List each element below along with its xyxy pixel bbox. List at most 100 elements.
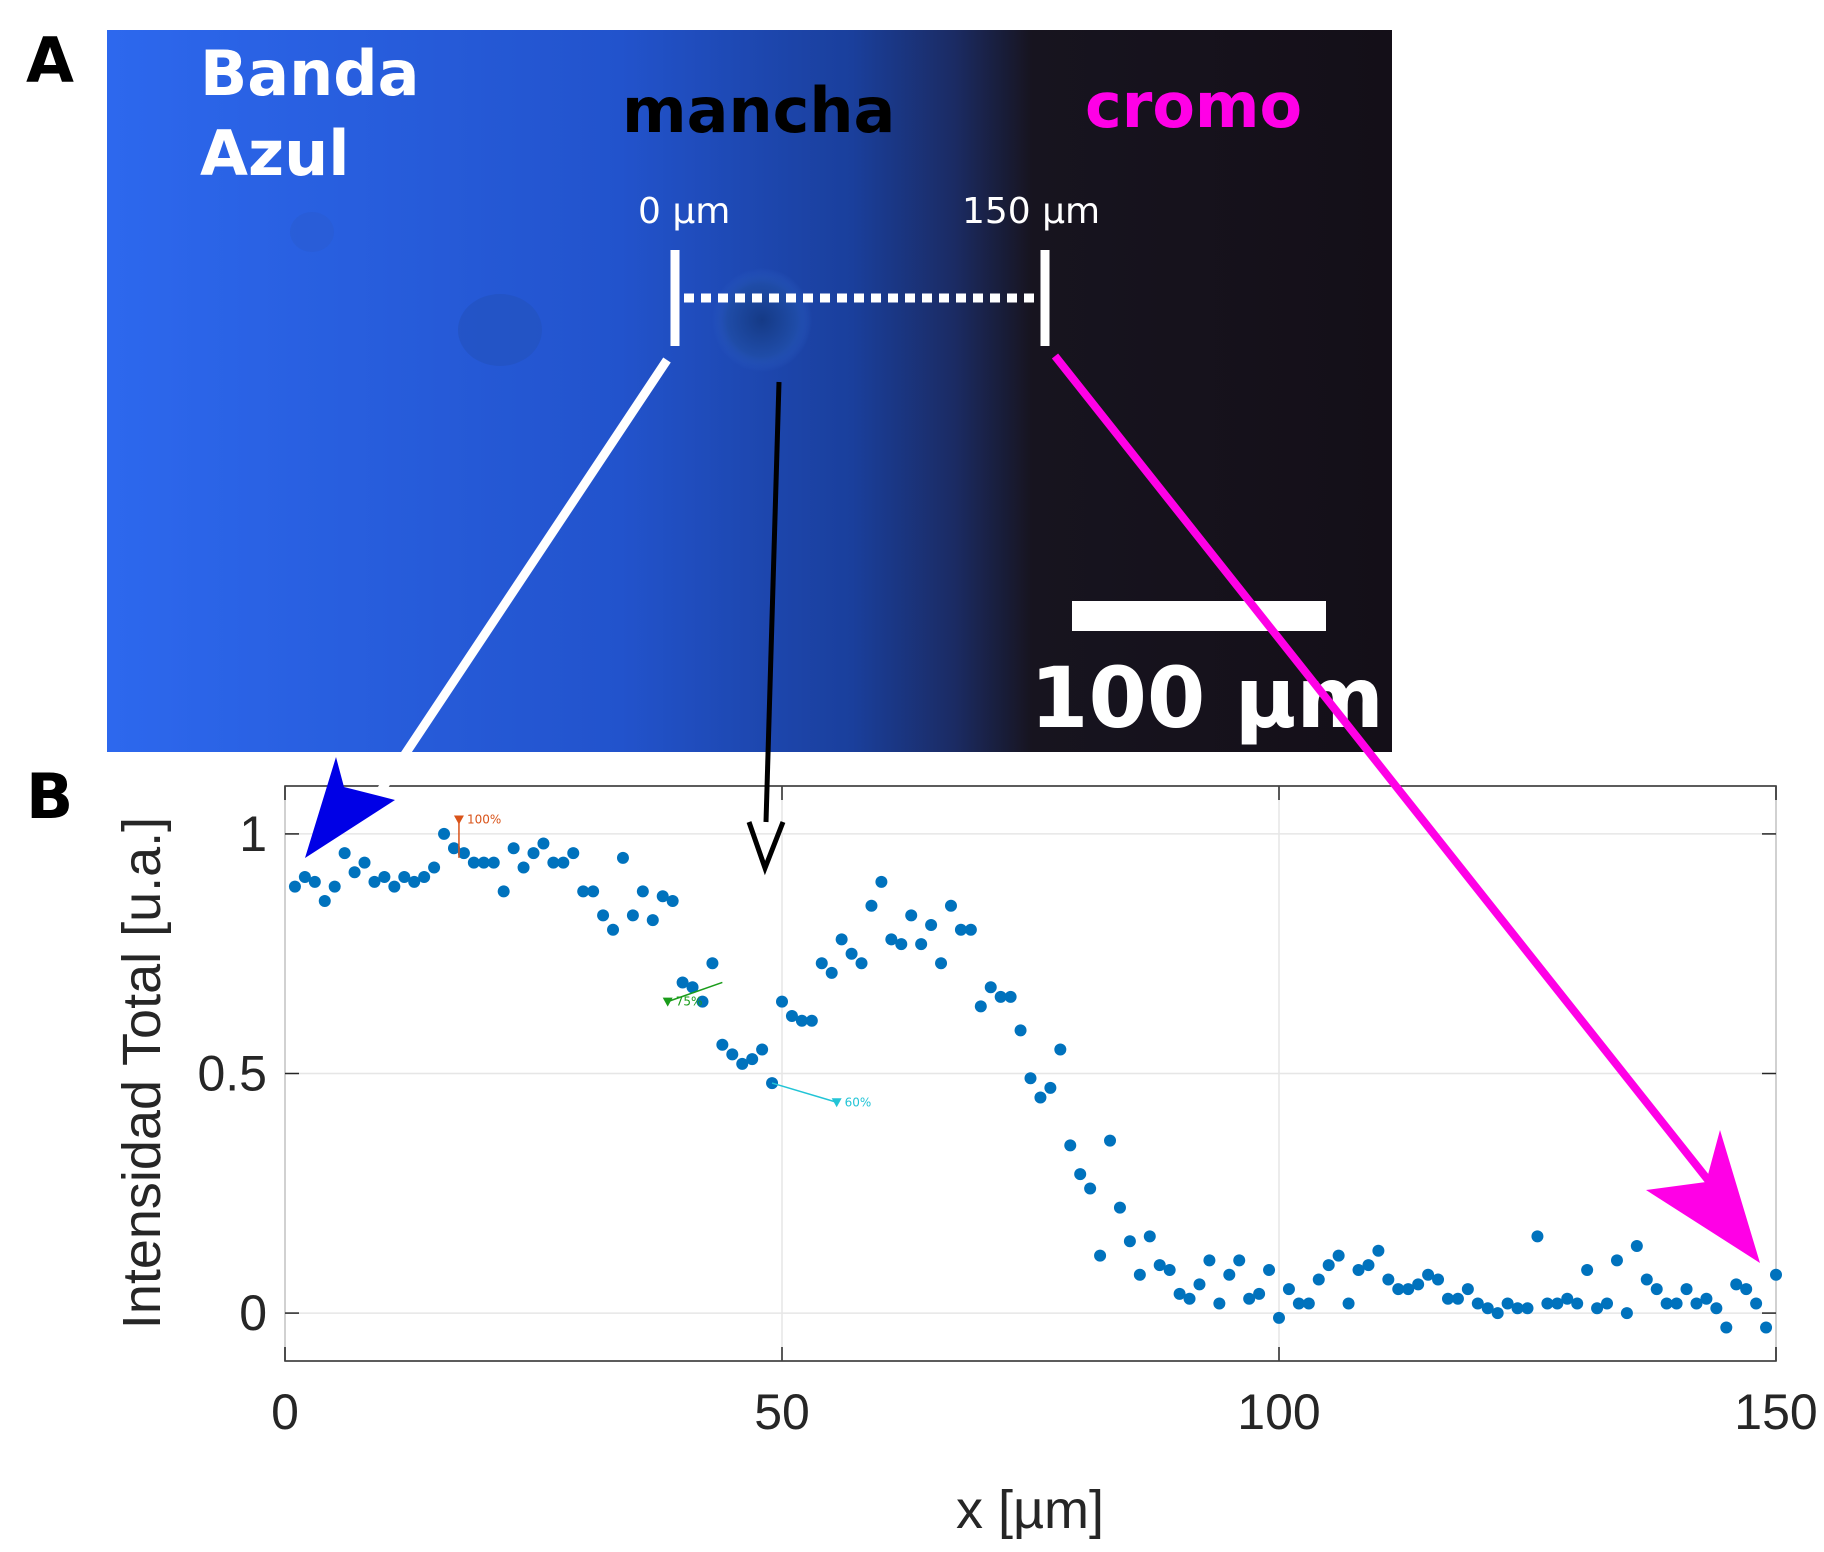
mark-start-label: 0 µm — [638, 191, 730, 232]
data-point — [1173, 1287, 1186, 1300]
data-point — [1104, 1134, 1117, 1147]
data-point — [726, 1048, 739, 1061]
data-point — [736, 1057, 749, 1070]
data-point — [1650, 1283, 1663, 1296]
x-tick-label: 150 — [1734, 1384, 1817, 1440]
data-point — [1253, 1287, 1266, 1300]
data-point — [1760, 1321, 1773, 1334]
data-point — [1640, 1273, 1653, 1286]
data-point — [666, 895, 679, 907]
data-point — [1630, 1240, 1643, 1252]
data-point — [1074, 1168, 1087, 1181]
data-point — [1332, 1249, 1345, 1262]
scale-bar — [1072, 601, 1326, 631]
data-point — [1362, 1259, 1375, 1272]
y-tick-label: 0.5 — [197, 1046, 267, 1102]
annotation-marker — [662, 997, 673, 1007]
data-point — [1451, 1292, 1464, 1305]
data-point — [1531, 1230, 1544, 1243]
data-point — [1551, 1297, 1564, 1310]
mark-end-label: 150 µm — [962, 191, 1100, 232]
data-point — [1024, 1072, 1037, 1085]
data-point — [1123, 1235, 1136, 1248]
data-point — [1223, 1268, 1236, 1281]
x-tick-label: 50 — [754, 1384, 810, 1440]
data-point — [1273, 1311, 1285, 1324]
annotations: 100% 75% 60% — [453, 813, 872, 1109]
data-point — [716, 1038, 729, 1051]
data-point — [935, 957, 948, 970]
data-point — [1342, 1297, 1355, 1310]
data-point — [1143, 1230, 1156, 1243]
annotation-marker — [831, 1098, 842, 1108]
data-point — [1710, 1302, 1723, 1315]
data-point — [1402, 1283, 1415, 1296]
data-point — [895, 938, 908, 951]
data-point — [1501, 1297, 1514, 1310]
right-arrow-shaft — [1051, 353, 1716, 1188]
data-point — [1302, 1297, 1315, 1310]
data-point — [865, 899, 878, 912]
data-point — [1292, 1297, 1305, 1310]
connector-arrows — [305, 353, 1760, 1263]
data-point — [1571, 1297, 1584, 1310]
data-point — [1770, 1268, 1782, 1281]
data-point — [428, 861, 441, 874]
data-point — [875, 875, 888, 888]
data-point — [507, 842, 520, 855]
data-point — [1213, 1297, 1226, 1310]
annotation-label: 60% — [845, 1095, 872, 1109]
data-point — [805, 1014, 818, 1027]
data-point — [368, 875, 381, 888]
data-point — [905, 909, 918, 922]
data-point — [1094, 1249, 1107, 1262]
data-point — [1471, 1297, 1484, 1310]
left-arrow-shaft — [356, 357, 671, 825]
data-point — [1521, 1302, 1534, 1315]
data-point — [845, 947, 858, 960]
data-point — [1511, 1302, 1524, 1315]
data-point — [954, 923, 967, 936]
x-tick-label: 0 — [271, 1384, 299, 1440]
data-point — [477, 856, 490, 869]
data-point — [944, 899, 957, 912]
data-point — [1690, 1297, 1703, 1310]
data-point — [1064, 1139, 1077, 1152]
data-point — [487, 856, 500, 869]
data-point — [1113, 1201, 1126, 1214]
data-point — [1282, 1283, 1295, 1296]
data-point — [1163, 1263, 1176, 1276]
stain-blob — [712, 268, 812, 372]
data-point — [756, 1043, 769, 1056]
data-point — [676, 976, 689, 989]
data-point — [1054, 1043, 1067, 1056]
data-point — [607, 923, 620, 936]
data-point — [785, 1010, 798, 1022]
data-point — [1750, 1297, 1763, 1310]
data-point — [1660, 1297, 1673, 1310]
data-point — [547, 856, 560, 869]
data-point — [626, 909, 639, 922]
intensity-chart: 0 50 100 150 0 0.5 1 100% 75% 60% x [µm] Intensi… — [112, 785, 1818, 1540]
data-point — [815, 957, 828, 970]
data-point — [1312, 1273, 1325, 1286]
data-point — [408, 875, 421, 888]
data-point — [656, 890, 669, 903]
data-point — [447, 842, 460, 855]
data-point — [1183, 1292, 1196, 1305]
data-point — [1014, 1024, 1027, 1037]
data-point — [527, 847, 540, 860]
data-point — [1680, 1283, 1693, 1296]
data-point — [348, 866, 361, 879]
data-point — [1233, 1254, 1246, 1267]
data-point — [1491, 1307, 1504, 1320]
data-point — [597, 909, 610, 922]
data-point — [925, 918, 938, 931]
data-point — [1601, 1297, 1614, 1310]
x-axis-title: x [µm] — [956, 1480, 1104, 1540]
label-stain: mancha — [622, 74, 895, 147]
x-tick-label: 100 — [1237, 1384, 1320, 1440]
annotation-label: 100% — [467, 813, 501, 827]
data-point — [318, 895, 331, 907]
data-point — [1481, 1302, 1494, 1315]
